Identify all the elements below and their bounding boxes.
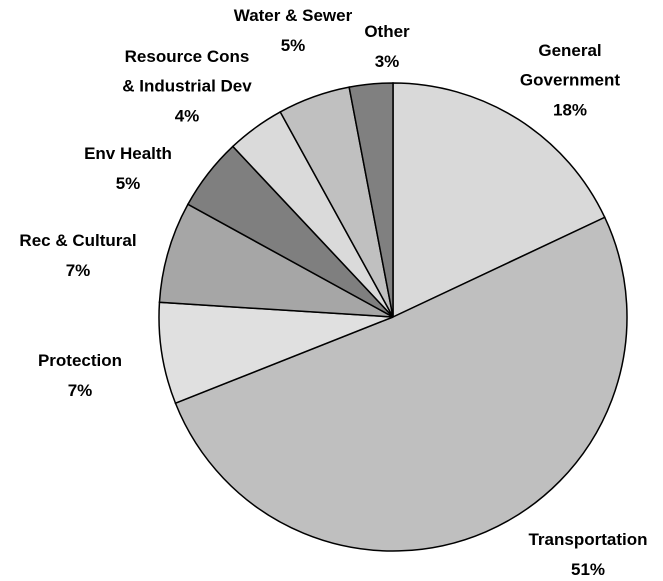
slice-label: Env Health [84,144,172,163]
value-label: 7% [68,381,93,400]
value-label: 7% [66,261,91,280]
slice-label: Other [364,22,410,41]
slice-label: Water & Sewer [234,6,353,25]
value-label: 4% [175,106,200,125]
value-label: 3% [375,52,400,71]
pie-slice [392,82,606,319]
value-label: 51% [571,560,605,579]
pie-slice [348,82,394,318]
slice-label: Resource Cons & Industrial Dev [122,47,252,96]
value-label: 5% [281,36,306,55]
pie-slice [158,203,394,318]
pie-slice [158,301,394,405]
slice-label: Rec & Cultural [19,231,136,250]
slice-label: Protection [38,351,122,370]
value-label: 5% [116,174,141,193]
pie-slice [174,216,628,552]
slice-label: General Government [520,41,620,90]
slice-label: Transportation [528,530,647,549]
value-label: 18% [553,100,587,119]
